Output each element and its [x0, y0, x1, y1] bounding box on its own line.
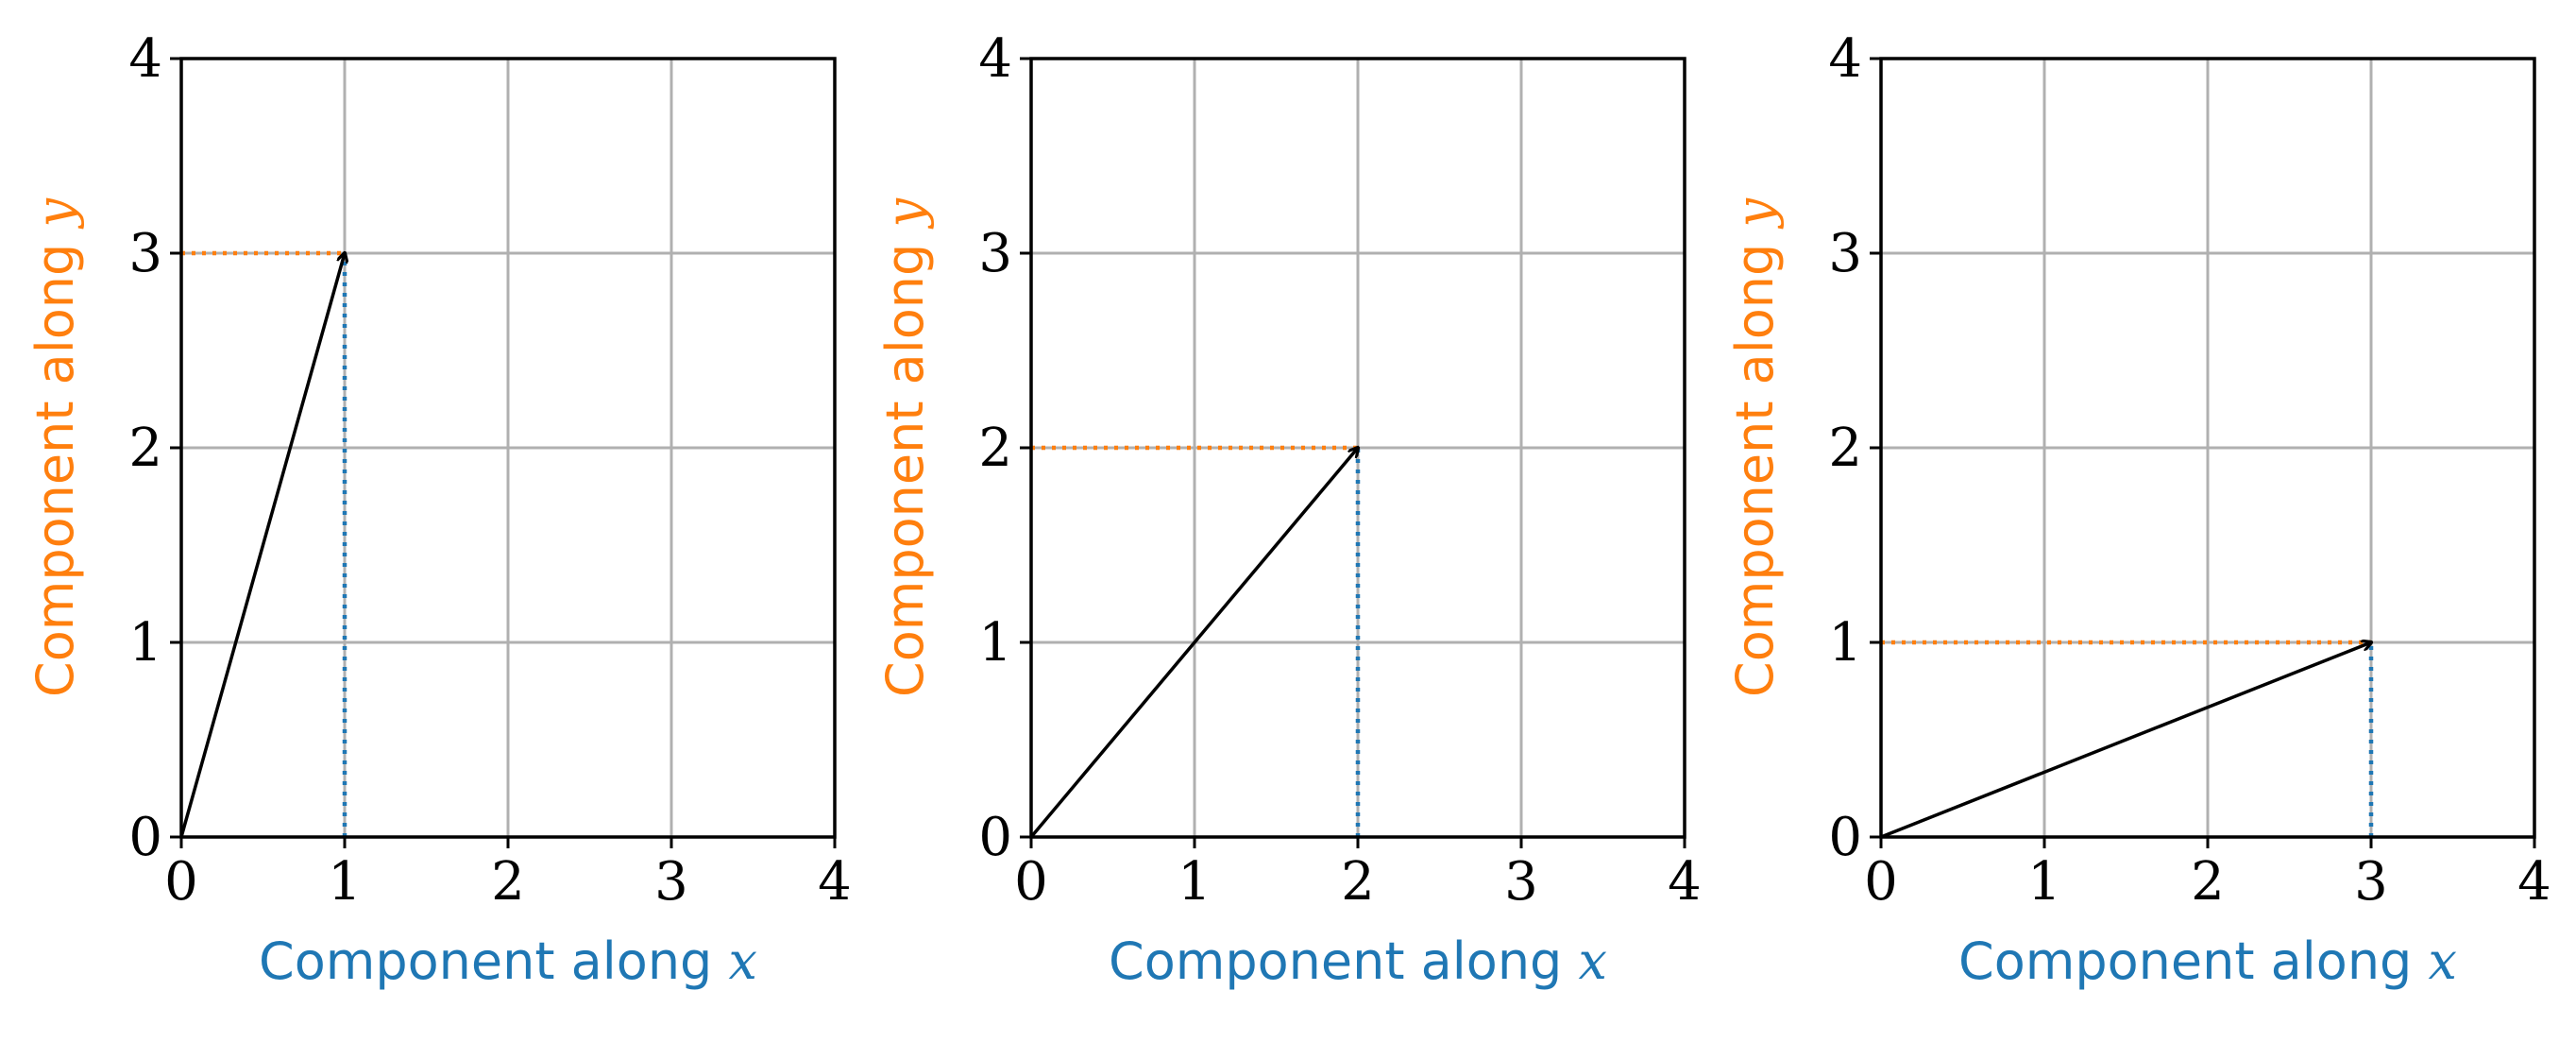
x-tick-label: 4 [2517, 851, 2551, 913]
y-tick-label: 4 [1828, 28, 1862, 90]
y-axis-label: Component along y [875, 197, 935, 697]
y-tick-label: 0 [128, 807, 162, 868]
y-tick-label: 0 [978, 807, 1012, 868]
x-axis-label: Component along x [259, 931, 757, 991]
x-tick-label: 2 [491, 851, 525, 913]
y-tick-label: 1 [1828, 612, 1862, 674]
vector-arrow [179, 253, 345, 838]
y-tick-label: 3 [1828, 223, 1862, 284]
x-tick-label: 2 [1341, 851, 1375, 913]
panel-3: 0 1 2 3 4 0 1 2 3 4 Component along x Component alo… [1725, 28, 2551, 991]
y-tick-label: 2 [1828, 418, 1862, 479]
y-tick-label: 2 [128, 418, 162, 479]
x-tick-label: 4 [1668, 851, 1702, 913]
vector-arrow [1029, 448, 1358, 839]
x-tick-label: 3 [654, 851, 688, 913]
y-tick-label: 0 [1828, 807, 1862, 868]
x-tick-label: 0 [1014, 851, 1048, 913]
x-axis-label: Component along x [1958, 931, 2457, 991]
y-axis-label: Component along y [25, 197, 85, 697]
x-tick-label: 4 [818, 851, 852, 913]
panel-2: 0 1 2 3 4 0 1 2 3 4 Component along x Component alo… [875, 28, 1702, 991]
x-tick-label: 1 [2027, 851, 2061, 913]
y-axis-label: Component along y [1725, 197, 1785, 697]
y-tick-label: 3 [978, 223, 1012, 284]
panel-1: 0 1 2 3 4 0 1 2 3 4 Component along x Component alo… [25, 28, 852, 991]
x-tick-label: 1 [328, 851, 362, 913]
x-tick-label: 0 [164, 851, 198, 913]
x-tick-label: 3 [1504, 851, 1538, 913]
y-tick-label: 3 [128, 223, 162, 284]
y-tick-label: 1 [978, 612, 1012, 674]
x-tick-label: 2 [2191, 851, 2225, 913]
vector-arrow [1880, 642, 2371, 839]
x-axis-label: Component along x [1109, 931, 1607, 991]
x-tick-label: 1 [1178, 851, 1212, 913]
x-tick-label: 3 [2354, 851, 2388, 913]
y-tick-label: 4 [128, 28, 162, 90]
y-tick-label: 2 [978, 418, 1012, 479]
y-tick-label: 4 [978, 28, 1012, 90]
y-tick-label: 1 [128, 612, 162, 674]
x-tick-label: 0 [1864, 851, 1898, 913]
